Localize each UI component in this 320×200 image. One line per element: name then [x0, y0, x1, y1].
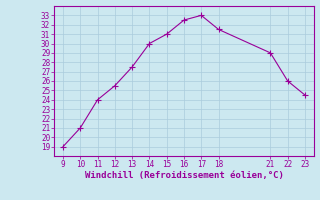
X-axis label: Windchill (Refroidissement éolien,°C): Windchill (Refroidissement éolien,°C): [84, 171, 284, 180]
